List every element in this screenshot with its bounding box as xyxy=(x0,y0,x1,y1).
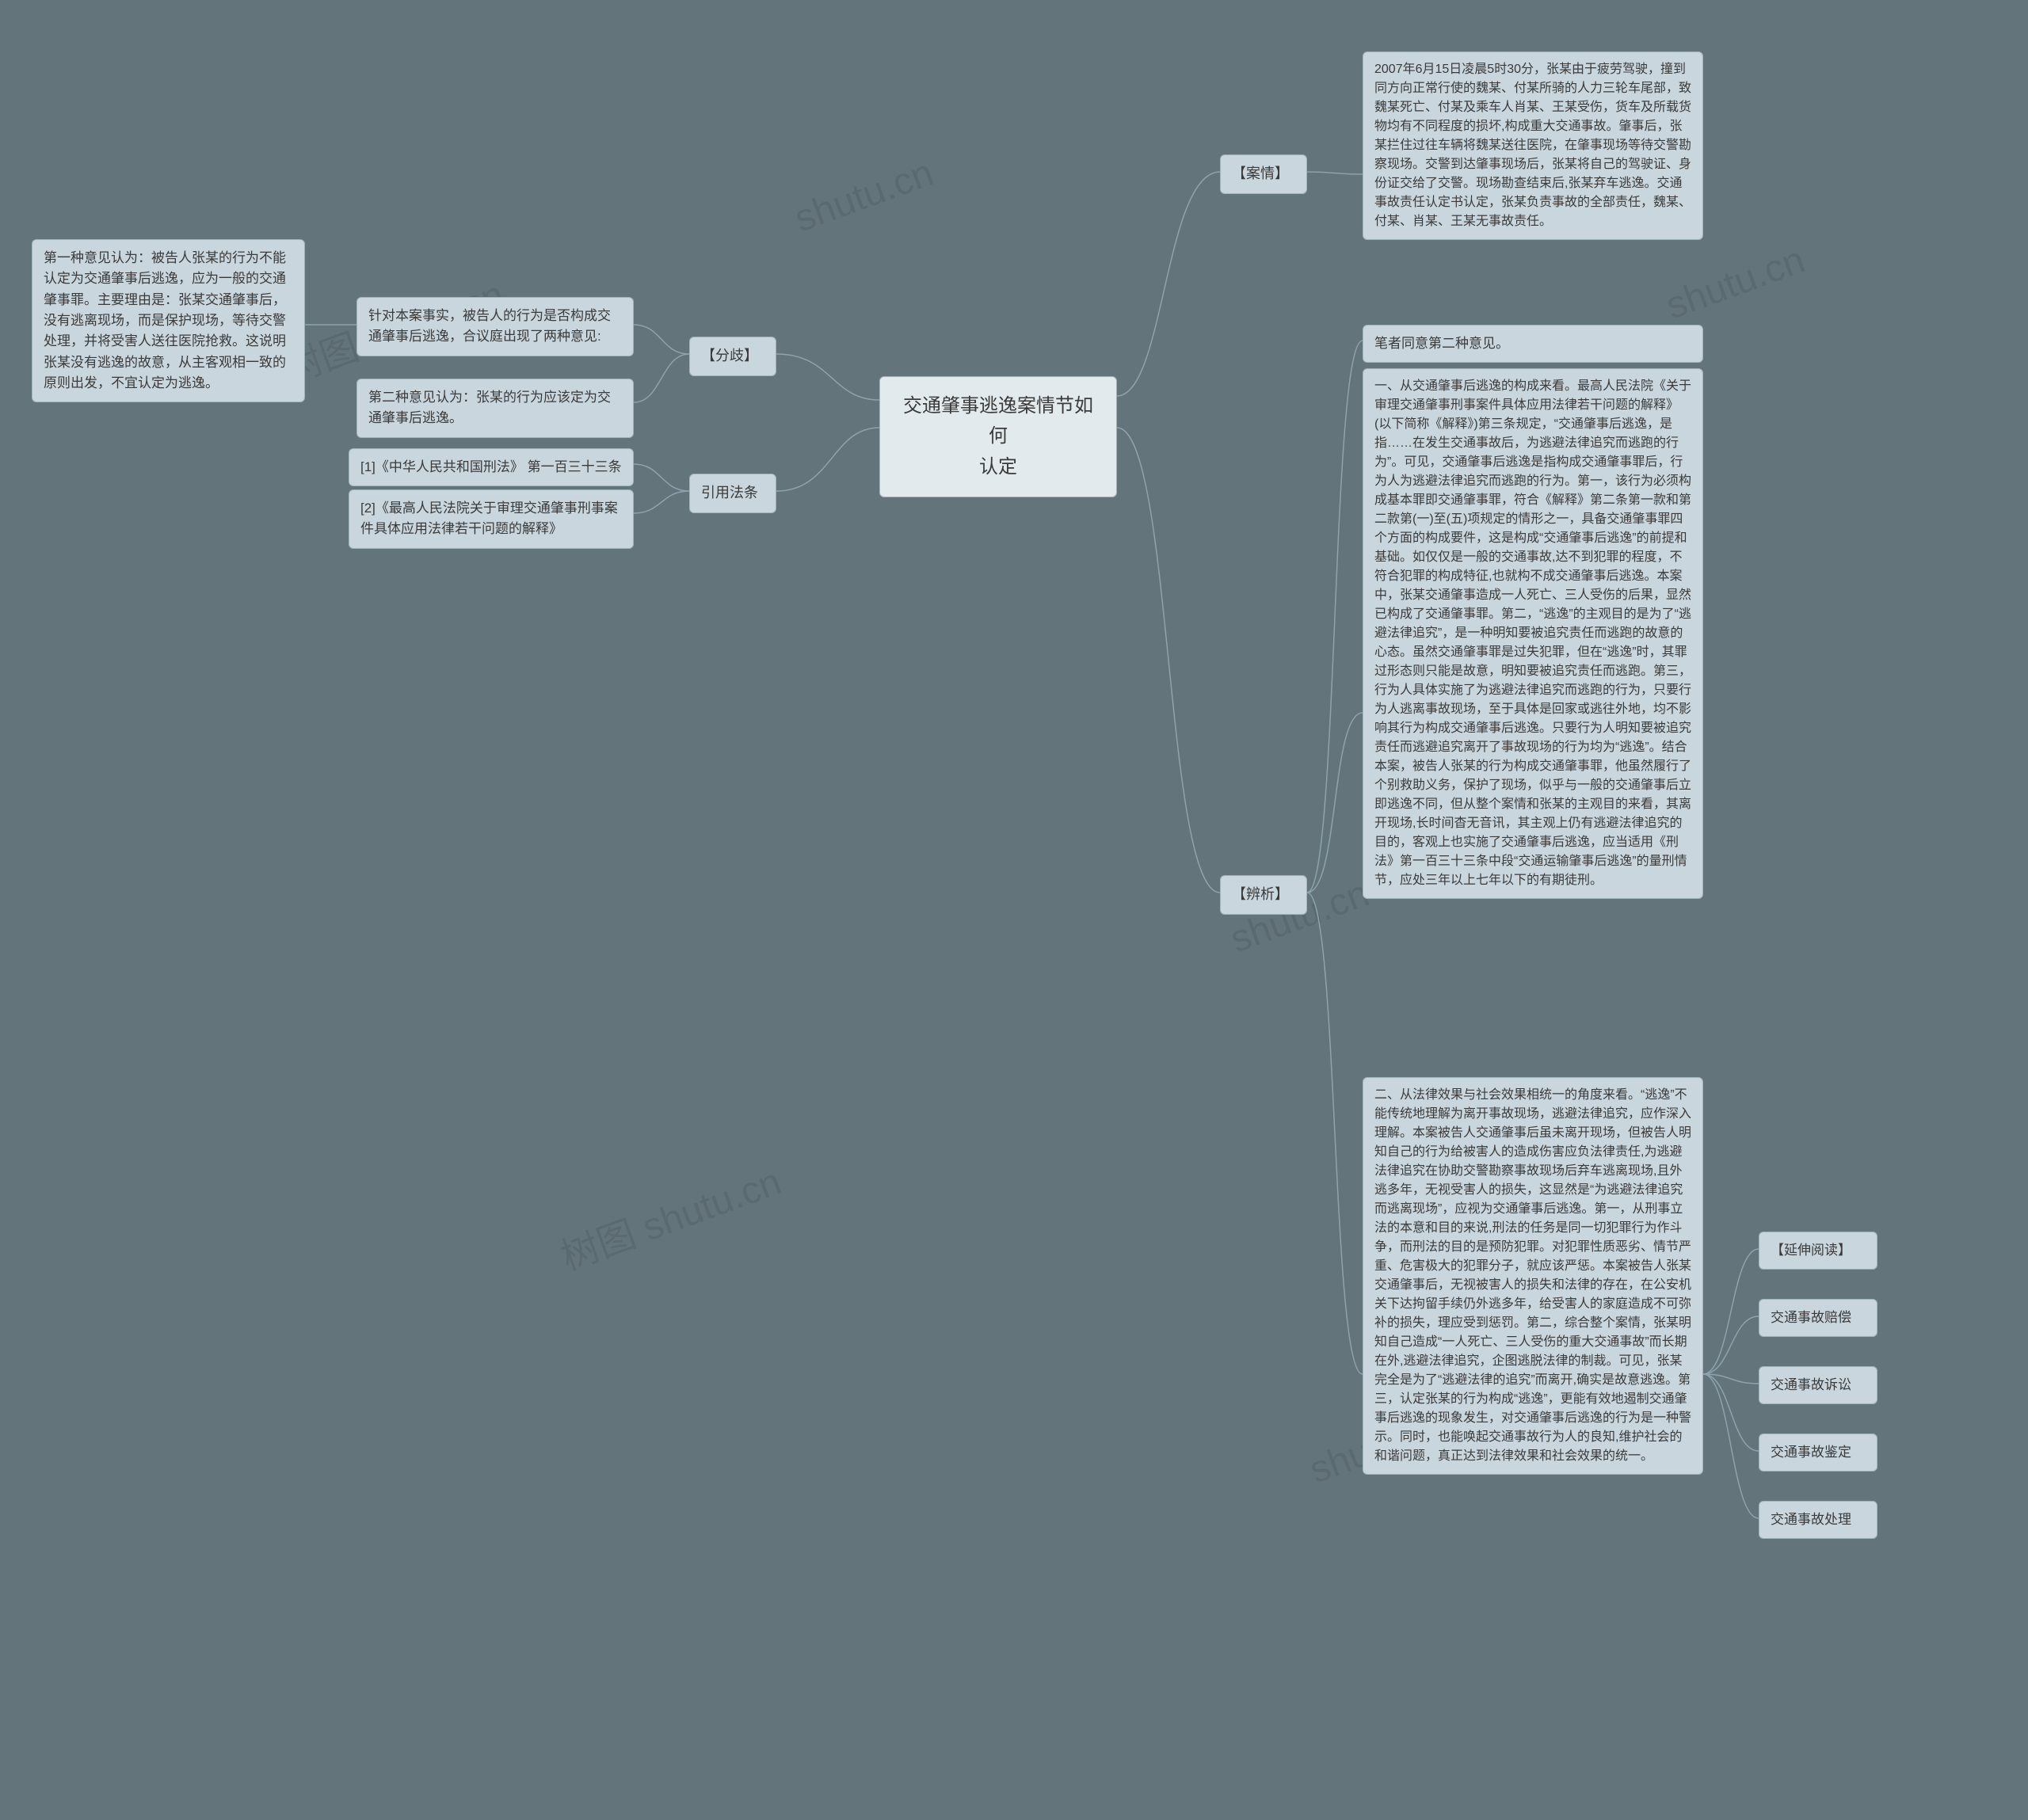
extended-item-1: 交通事故赔偿 xyxy=(1759,1299,1877,1337)
law-item-1: [2]《最高人民法院关于审理交通肇事刑事案件具体应用法律若干问题的解释》 xyxy=(349,489,634,549)
extended-item-1-text: 交通事故赔偿 xyxy=(1771,1310,1851,1325)
extended-item-3: 交通事故鉴定 xyxy=(1759,1434,1877,1472)
extended-item-4: 交通事故处理 xyxy=(1759,1501,1877,1539)
branch-case: 【案情】 xyxy=(1220,154,1307,194)
branch-dispute: 【分歧】 xyxy=(689,337,776,376)
analysis-item-2-text: 二、从法律效果与社会效果相统一的角度来看。“逃逸”不能传统地理解为离开事故现场，… xyxy=(1374,1088,1691,1463)
case-detail-text: 2007年6月15日凌晨5时30分，张某由于疲劳驾驶，撞到同方向正常行使的魏某、… xyxy=(1374,63,1691,228)
law-item-0-text: [1]《中华人民共和国刑法》 第一百三十三条 xyxy=(360,459,622,474)
analysis-item-1: 一、从交通肇事后逃逸的构成来看。最高人民法院《关于审理交通肇事刑事案件具体应用法… xyxy=(1363,368,1703,899)
branch-case-label: 【案情】 xyxy=(1232,166,1289,181)
extended-item-0-text: 【延伸阅读】 xyxy=(1771,1243,1851,1258)
extended-item-2: 交通事故诉讼 xyxy=(1759,1366,1877,1404)
analysis-item-0-text: 笔者同意第二种意见。 xyxy=(1374,336,1509,351)
analysis-item-1-text: 一、从交通肇事后逃逸的构成来看。最高人民法院《关于审理交通肇事刑事案件具体应用法… xyxy=(1374,379,1691,887)
extended-item-4-text: 交通事故处理 xyxy=(1771,1512,1851,1527)
dispute-first-text: 第一种意见认为：被告人张某的行为不能认定为交通肇事后逃逸，应为一般的交通肇事罪。… xyxy=(44,250,286,390)
dispute-intro-text: 针对本案事实，被告人的行为是否构成交通肇事后逃逸，合议庭出现了两种意见: xyxy=(368,308,611,344)
extended-item-0: 【延伸阅读】 xyxy=(1759,1232,1877,1270)
law-item-1-text: [2]《最高人民法院关于审理交通肇事刑事案件具体应用法律若干问题的解释》 xyxy=(360,501,618,536)
branch-law-label: 引用法条 xyxy=(701,485,758,501)
branch-dispute-label: 【分歧】 xyxy=(701,348,758,364)
branch-law: 引用法条 xyxy=(689,474,776,513)
branch-analysis: 【辨析】 xyxy=(1220,875,1307,915)
watermark: 树图 shutu.cn xyxy=(552,1150,787,1281)
law-item-0: [1]《中华人民共和国刑法》 第一百三十三条 xyxy=(349,448,634,486)
center-label: 交通肇事逃逸案情节如何认定 xyxy=(903,395,1093,478)
dispute-second-text: 第二种意见认为：张某的行为应该定为交通肇事后逃逸。 xyxy=(368,390,611,425)
analysis-item-0: 笔者同意第二种意见。 xyxy=(1363,325,1703,363)
dispute-intro: 针对本案事实，被告人的行为是否构成交通肇事后逃逸，合议庭出现了两种意见: xyxy=(356,297,634,356)
extended-item-3-text: 交通事故鉴定 xyxy=(1771,1445,1851,1460)
branch-analysis-label: 【辨析】 xyxy=(1232,886,1289,902)
analysis-item-2: 二、从法律效果与社会效果相统一的角度来看。“逃逸”不能传统地理解为离开事故现场，… xyxy=(1363,1077,1703,1475)
dispute-second: 第二种意见认为：张某的行为应该定为交通肇事后逃逸。 xyxy=(356,379,634,438)
watermark: shutu.cn xyxy=(789,151,939,242)
watermark: shutu.cn xyxy=(1660,238,1810,329)
extended-item-2-text: 交通事故诉讼 xyxy=(1771,1377,1851,1392)
center-node: 交通肇事逃逸案情节如何认定 xyxy=(879,376,1117,497)
case-detail: 2007年6月15日凌晨5时30分，张某由于疲劳驾驶，撞到同方向正常行使的魏某、… xyxy=(1363,51,1703,240)
dispute-first: 第一种意见认为：被告人张某的行为不能认定为交通肇事后逃逸，应为一般的交通肇事罪。… xyxy=(32,239,305,402)
